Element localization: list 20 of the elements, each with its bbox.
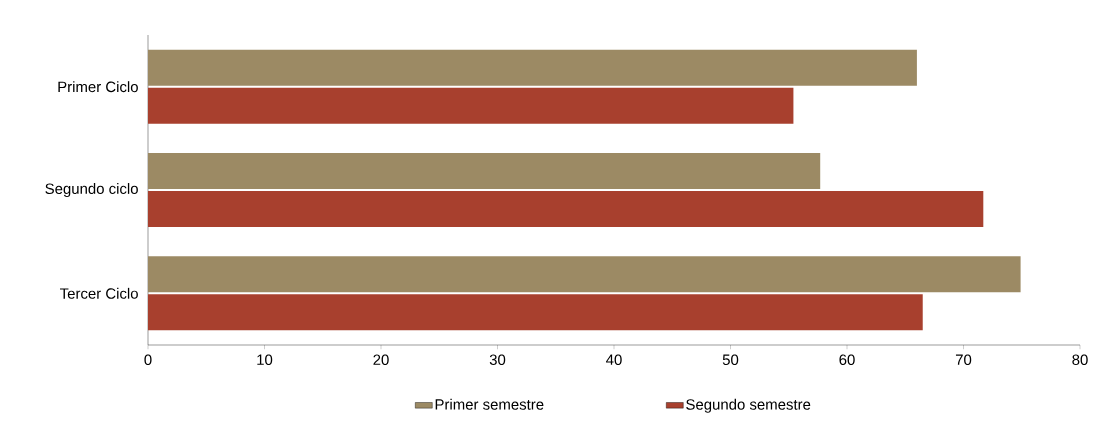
x-tick-label: 30 bbox=[489, 354, 506, 366]
x-tick-label: 0 bbox=[144, 354, 152, 366]
bar bbox=[148, 256, 1021, 293]
x-tick-label: 40 bbox=[606, 354, 622, 366]
legend-label: Primer semestre bbox=[435, 398, 544, 410]
x-tick-label: 70 bbox=[955, 354, 972, 366]
x-tick-label: 10 bbox=[257, 354, 273, 366]
y-tick-label: Tercer Ciclo bbox=[60, 287, 138, 299]
x-tick-label: 80 bbox=[1072, 354, 1088, 366]
x-tick-label: 20 bbox=[373, 354, 389, 366]
bar bbox=[148, 153, 821, 189]
bar bbox=[148, 191, 984, 227]
y-tick-label: Primer Ciclo bbox=[58, 81, 138, 93]
x-tick-label: 60 bbox=[839, 354, 855, 366]
x-tick-label: 50 bbox=[722, 354, 739, 366]
legend-label: Segundo semestre bbox=[686, 398, 811, 413]
bar bbox=[148, 294, 923, 331]
bar bbox=[148, 49, 917, 86]
bar bbox=[148, 87, 794, 124]
y-tick-label: Segundo ciclo bbox=[45, 183, 138, 197]
